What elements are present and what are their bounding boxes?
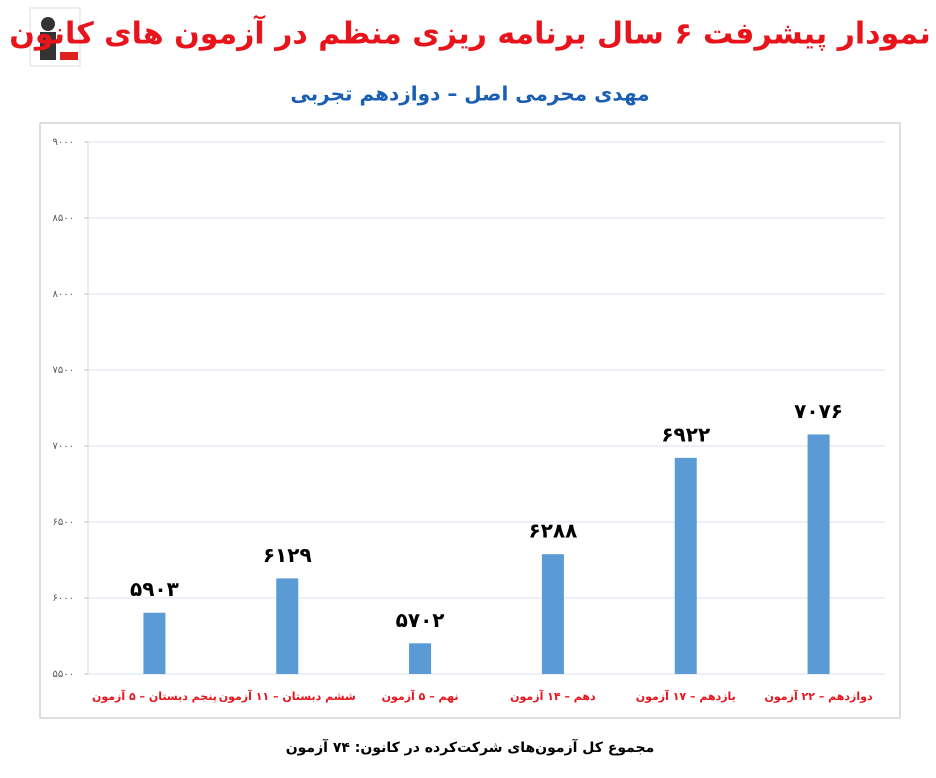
logo [29, 7, 81, 67]
y-tick-label: ۵۵۰۰ [53, 669, 74, 680]
x-tick-label: پنجم دبستان – ۵ آزمون [92, 689, 217, 703]
y-tick-label: ۷۰۰۰ [53, 441, 74, 452]
bar [143, 612, 166, 674]
y-tick-label: ۹۰۰۰ [53, 137, 74, 148]
x-tick-label: نهم – ۵ آزمون [382, 689, 459, 703]
data-label: ۶۹۲۲ [661, 422, 710, 446]
bar [541, 554, 564, 674]
chart-title: نمودار پیشرفت ۶ سال برنامه ریزی منظم در … [9, 15, 930, 52]
bar [674, 457, 697, 674]
x-tick-label: دهم – ۱۴ آزمون [510, 689, 596, 703]
x-tick-label: دوازدهم – ۲۲ آزمون [765, 689, 873, 703]
bar [807, 434, 830, 674]
y-tick-label: ۶۵۰۰ [53, 517, 74, 528]
y-tick-label: ۷۵۰۰ [53, 365, 74, 376]
data-label: ۶۲۸۸ [529, 519, 578, 543]
data-label: ۷۰۷۶ [794, 399, 843, 423]
data-label: ۵۷۰۲ [396, 608, 445, 632]
y-tick-label: ۸۰۰۰ [53, 289, 74, 300]
data-label: ۶۱۲۹ [263, 543, 312, 567]
x-tick-label: یازدهم – ۱۷ آزمون [636, 689, 736, 703]
x-tick-label: ششم دبستان – ۱۱ آزمون [219, 689, 356, 703]
data-label: ۵۹۰۳ [130, 577, 179, 601]
bar [276, 578, 299, 674]
y-tick-label: ۶۰۰۰ [53, 593, 74, 604]
footer-note: مجموع کل آزمون‌های شرکت‌کرده در کانون: ۷… [286, 738, 655, 756]
bar [409, 643, 432, 674]
y-tick-label: ۸۵۰۰ [53, 213, 74, 224]
chart-subtitle: مهدی محرمی اصل – دوازدهم تجربی [290, 82, 649, 106]
plot-frame [39, 122, 901, 719]
